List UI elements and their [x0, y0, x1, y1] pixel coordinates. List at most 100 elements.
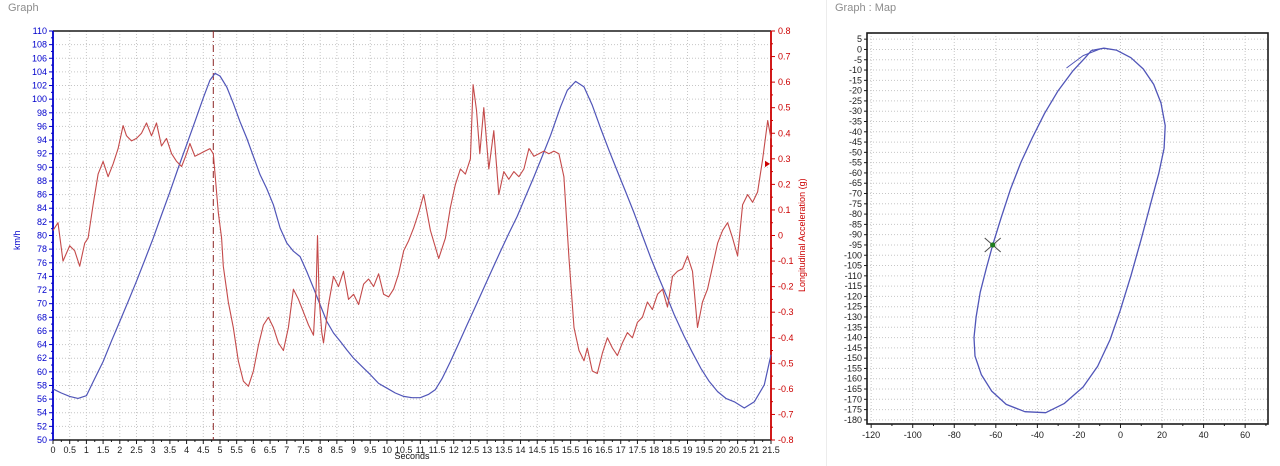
track-path-line [973, 47, 1166, 414]
x-tick-label: 4 [184, 445, 189, 455]
x-tick-label: 7.5 [297, 445, 310, 455]
right-tick-label: 0.8 [778, 26, 791, 36]
map-y-tick-label: -140 [844, 333, 862, 343]
left-tick-label: 80 [37, 231, 47, 241]
map-y-tick-label: -95 [849, 240, 862, 250]
map-y-tick-label: -150 [844, 353, 862, 363]
map-y-tick-label: -85 [849, 219, 862, 229]
x-tick-label: 14.5 [528, 445, 546, 455]
x-tick-label: 5 [217, 445, 222, 455]
left-tick-label: 98 [37, 108, 47, 118]
x-tick-label: 1 [84, 445, 89, 455]
map-y-tick-label: -35 [849, 116, 862, 126]
left-tick-label: 106 [32, 53, 47, 63]
left-tick-label: 94 [37, 135, 47, 145]
right-tick-label: -0.5 [778, 358, 794, 368]
x-tick-label: 1.5 [97, 445, 110, 455]
map-gridlines [867, 33, 1268, 424]
x-tick-label: 19.5 [695, 445, 713, 455]
map-axes: -120 -100 -80 -60 -40 -20 0 20 40 6050-5-10-15-20… [844, 32, 1269, 440]
left-tick-label: 86 [37, 190, 47, 200]
map-y-tick-label: -5 [854, 55, 862, 65]
right-tick-label: -0.8 [778, 435, 794, 445]
map-border [866, 32, 1269, 425]
x-tick-label: 12 [449, 445, 459, 455]
right-tick-label: 0 [778, 231, 783, 241]
left-tick-label: 84 [37, 203, 47, 213]
x-tick-label: 11 [416, 445, 425, 455]
map-x-tick-label: -60 [989, 430, 1002, 440]
map-ticks [864, 38, 1267, 428]
x-tick-label: 10.5 [395, 445, 413, 455]
speed-acceleration-chart[interactable]: 0 0.5 1 1.5 2 2.5 3 3.5 4 4.5 5 5.5 6 6.5 7 7.5 8 8.5 9 9.5… [0, 0, 826, 466]
right-tick-label: 0.3 [778, 154, 791, 164]
left-tick-label: 68 [37, 312, 47, 322]
map-y-tick-label: -160 [844, 374, 862, 384]
x-tick-label: 20.5 [729, 445, 747, 455]
left-tick-label: 100 [32, 94, 47, 104]
left-tick-label: 64 [37, 340, 47, 350]
x-tick-label: 18 [649, 445, 659, 455]
graph-panel: 0 0.5 1 1.5 2 2.5 3 3.5 4 4.5 5 5.5 6 6.5 7 7.5 8 8.5 9 9.5… [0, 0, 826, 466]
map-y-tick-label: -70 [849, 189, 862, 199]
right-tick-label: -0.1 [778, 256, 794, 266]
map-y-tick-label: -65 [849, 178, 862, 188]
right-tick-label: 0.6 [778, 77, 791, 87]
right-tick-label: 0.4 [778, 128, 791, 138]
left-tick-label: 70 [37, 299, 47, 309]
x-tick-label: 3 [151, 445, 156, 455]
acceleration-series-line [52, 84, 772, 387]
x-tick-label: 4.5 [197, 445, 210, 455]
x-tick-label: 10 [382, 445, 392, 455]
current-position-marker[interactable] [984, 237, 1002, 253]
map-x-tick-label: 60 [1240, 430, 1250, 440]
x-tick-label: 16 [582, 445, 592, 455]
x-tick-label: 2.5 [130, 445, 143, 455]
map-y-tick-label: -155 [844, 363, 862, 373]
x-tick-label: 21.5 [762, 445, 780, 455]
left-tick-label: 60 [37, 367, 47, 377]
left-tick-label: 108 [32, 40, 47, 50]
right-tick-label: 0.2 [778, 179, 791, 189]
right-tick-label: -0.7 [778, 409, 794, 419]
left-tick-label: 66 [37, 326, 47, 336]
marker-dot [990, 242, 996, 248]
x-tick-label: 9 [351, 445, 356, 455]
map-y-tick-label: -90 [849, 230, 862, 240]
left-tick-label: 92 [37, 149, 47, 159]
x-tick-label: 15.5 [562, 445, 580, 455]
map-y-tick-label: -135 [844, 322, 862, 332]
left-tick-label: 90 [37, 162, 47, 172]
x-tick-label: 18.5 [662, 445, 680, 455]
map-y-tick-label: -100 [844, 250, 862, 260]
map-x-tick-label: 20 [1157, 430, 1167, 440]
x-tick-label: 5.5 [230, 445, 243, 455]
left-tick-label: 76 [37, 258, 47, 268]
x-tick-label: 7 [284, 445, 289, 455]
right-tick-label: 0.1 [778, 205, 791, 215]
map-x-tick-label: -120 [862, 430, 880, 440]
speed-series-line [52, 72, 772, 409]
x-tick-label: 21 [749, 445, 759, 455]
left-tick-label: 74 [37, 271, 47, 281]
map-y-tick-label: -80 [849, 209, 862, 219]
left-tick-label: 110 [33, 26, 47, 36]
map-y-tick-label: -125 [844, 302, 862, 312]
x-tick-label: 20 [716, 445, 726, 455]
map-y-tick-label: -45 [849, 137, 862, 147]
x-tick-label: 13 [482, 445, 492, 455]
x-tick-label: 13.5 [495, 445, 513, 455]
x-tick-label: 0.5 [63, 445, 76, 455]
left-tick-label: 62 [37, 353, 47, 363]
left-tick-label: 102 [32, 81, 47, 91]
map-panel-title: Graph : Map [835, 2, 897, 14]
map-y-tick-label: -180 [844, 415, 862, 425]
right-tick-label: -0.3 [778, 307, 794, 317]
map-y-tick-label: -20 [849, 86, 862, 96]
map-y-tick-label: -170 [844, 394, 862, 404]
left-tick-label: 50 [37, 435, 47, 445]
map-x-tick-label: -80 [948, 430, 961, 440]
map-y-tick-label: -60 [849, 168, 862, 178]
map-y-tick-label: -30 [849, 106, 862, 116]
track-map-chart[interactable]: -120 -100 -80 -60 -40 -20 0 20 40 6050-5-10-15-20… [827, 0, 1280, 466]
